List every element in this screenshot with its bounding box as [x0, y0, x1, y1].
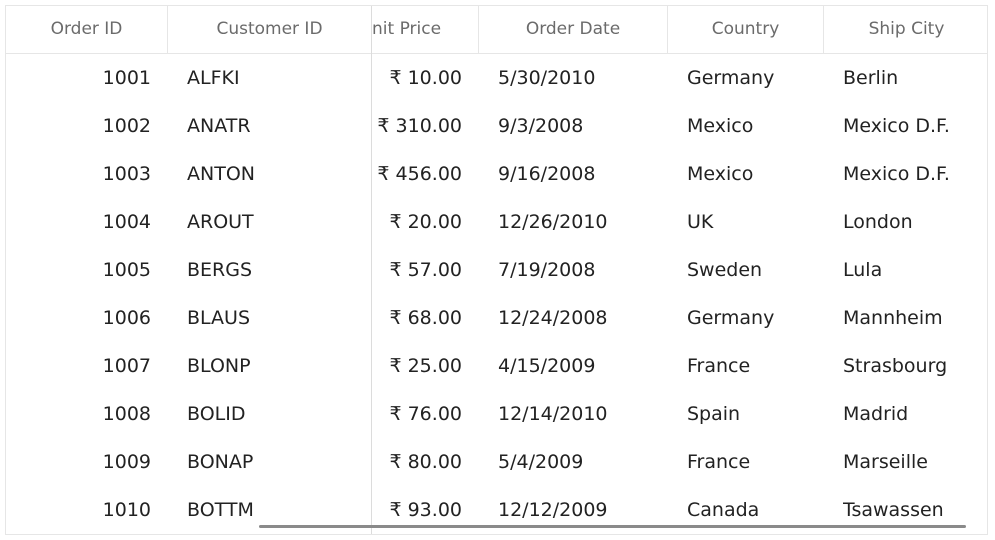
- cell-customer-id[interactable]: BERGS: [187, 259, 253, 281]
- table-row[interactable]: 1009 BONAP ₹ 80.00 5/4/2009 France Marseille: [6, 438, 987, 486]
- cell-unit-price[interactable]: ₹ 57.00: [389, 259, 462, 281]
- cell-unit-price[interactable]: ₹ 10.00: [389, 67, 462, 89]
- cell-unit-price[interactable]: ₹ 93.00: [389, 499, 462, 521]
- cell-country[interactable]: Mexico: [687, 163, 754, 185]
- table-row[interactable]: 1008 BOLID ₹ 76.00 12/14/2010 Spain Madrid: [6, 390, 987, 438]
- header-country[interactable]: Country: [668, 6, 824, 53]
- cell-country[interactable]: Mexico: [687, 115, 754, 137]
- cell-ship-city[interactable]: Marseille: [843, 451, 928, 473]
- table-row[interactable]: 1001 ALFKI ₹ 10.00 5/30/2010 Germany Berlin: [6, 54, 987, 102]
- cell-country[interactable]: Germany: [687, 67, 775, 89]
- cell-order-id[interactable]: 1010: [102, 499, 151, 521]
- table-row[interactable]: 1005 BERGS ₹ 57.00 7/19/2008 Sweden Lula: [6, 246, 987, 294]
- cell-unit-price[interactable]: ₹ 20.00: [389, 211, 462, 233]
- cell-unit-price[interactable]: ₹ 80.00: [389, 451, 462, 473]
- cell-order-date[interactable]: 5/30/2010: [498, 67, 596, 89]
- cell-order-id[interactable]: 1001: [102, 67, 151, 89]
- header-ship-city[interactable]: Ship City: [868, 19, 945, 39]
- cell-ship-city[interactable]: Mannheim: [843, 307, 943, 329]
- header-customer-id[interactable]: Customer ID: [168, 6, 372, 53]
- cell-country[interactable]: Spain: [687, 403, 741, 425]
- grid-header: Order ID Customer ID nit Price Order Dat…: [6, 6, 987, 54]
- cell-order-date[interactable]: 9/3/2008: [498, 115, 584, 137]
- cell-order-id[interactable]: 1007: [102, 355, 151, 377]
- cell-unit-price[interactable]: ₹ 310.00: [377, 115, 462, 137]
- cell-country[interactable]: France: [687, 451, 751, 473]
- data-grid: Order ID Customer ID nit Price Order Dat…: [5, 5, 988, 535]
- cell-order-date[interactable]: 12/14/2010: [498, 403, 608, 425]
- cell-customer-id[interactable]: ALFKI: [187, 67, 240, 89]
- cell-order-date[interactable]: 4/15/2009: [498, 355, 596, 377]
- cell-ship-city[interactable]: Strasbourg: [843, 355, 948, 377]
- cell-unit-price[interactable]: ₹ 25.00: [389, 355, 462, 377]
- cell-customer-id[interactable]: ANATR: [187, 115, 251, 137]
- header-unit-price[interactable]: nit Price: [372, 6, 479, 53]
- cell-order-date[interactable]: 7/19/2008: [498, 259, 596, 281]
- cell-order-id[interactable]: 1003: [102, 163, 151, 185]
- header-order-date[interactable]: Order Date: [479, 6, 668, 53]
- cell-ship-city[interactable]: London: [843, 211, 913, 233]
- cell-ship-city[interactable]: Lula: [843, 259, 883, 281]
- cell-customer-id[interactable]: BOTTM: [187, 499, 254, 521]
- table-row[interactable]: 1007 BLONP ₹ 25.00 4/15/2009 France Strasbour…: [6, 342, 987, 390]
- header-order-id[interactable]: Order ID: [6, 6, 168, 53]
- cell-order-id[interactable]: 1006: [102, 307, 151, 329]
- grid-body: 1001 ALFKI ₹ 10.00 5/30/2010 Germany Berlin 10…: [6, 54, 987, 534]
- cell-country[interactable]: Sweden: [687, 259, 763, 281]
- frozen-column-divider: [371, 6, 372, 534]
- cell-order-id[interactable]: 1005: [102, 259, 151, 281]
- cell-order-date[interactable]: 5/4/2009: [498, 451, 584, 473]
- cell-order-date[interactable]: 12/24/2008: [498, 307, 608, 329]
- cell-customer-id[interactable]: BLAUS: [187, 307, 251, 329]
- cell-order-date[interactable]: 12/26/2010: [498, 211, 608, 233]
- table-row[interactable]: 1006 BLAUS ₹ 68.00 12/24/2008 Germany Mannhei…: [6, 294, 987, 342]
- cell-order-id[interactable]: 1009: [102, 451, 151, 473]
- cell-customer-id[interactable]: BONAP: [187, 451, 254, 473]
- cell-unit-price[interactable]: ₹ 456.00: [377, 163, 462, 185]
- cell-country[interactable]: UK: [687, 211, 714, 233]
- table-row[interactable]: 1002 ANATR ₹ 310.00 9/3/2008 Mexico Mexico D.…: [6, 102, 987, 150]
- cell-unit-price[interactable]: ₹ 76.00: [389, 403, 462, 425]
- cell-customer-id[interactable]: AROUT: [187, 211, 254, 233]
- table-row[interactable]: 1004 AROUT ₹ 20.00 12/26/2010 UK London: [6, 198, 987, 246]
- cell-customer-id[interactable]: ANTON: [187, 163, 255, 185]
- cell-ship-city[interactable]: Mexico D.F.: [843, 115, 950, 137]
- table-row[interactable]: 1010 BOTTM ₹ 93.00 12/12/2009 Canada Tsawasse…: [6, 486, 987, 534]
- cell-order-id[interactable]: 1002: [102, 115, 151, 137]
- cell-country[interactable]: Canada: [687, 499, 760, 521]
- cell-unit-price[interactable]: ₹ 68.00: [389, 307, 462, 329]
- cell-ship-city[interactable]: Mexico D.F.: [843, 163, 950, 185]
- horizontal-scrollbar[interactable]: [259, 525, 966, 528]
- cell-order-id[interactable]: 1004: [102, 211, 151, 233]
- cell-customer-id[interactable]: BOLID: [187, 403, 246, 425]
- cell-order-id[interactable]: 1008: [102, 403, 151, 425]
- cell-ship-city[interactable]: Tsawassen: [843, 499, 944, 521]
- cell-ship-city[interactable]: Madrid: [843, 403, 909, 425]
- cell-customer-id[interactable]: BLONP: [187, 355, 251, 377]
- table-row[interactable]: 1003 ANTON ₹ 456.00 9/16/2008 Mexico Mexico D…: [6, 150, 987, 198]
- cell-ship-city[interactable]: Berlin: [843, 67, 899, 89]
- cell-order-date[interactable]: 12/12/2009: [498, 499, 608, 521]
- cell-order-date[interactable]: 9/16/2008: [498, 163, 596, 185]
- cell-country[interactable]: France: [687, 355, 751, 377]
- cell-country[interactable]: Germany: [687, 307, 775, 329]
